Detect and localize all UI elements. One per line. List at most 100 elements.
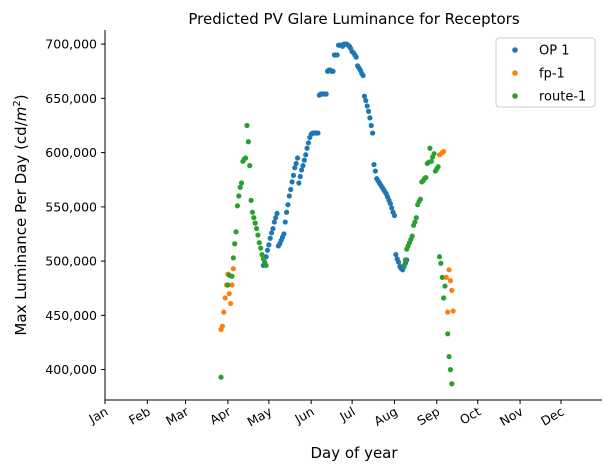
data-point: [449, 381, 455, 387]
y-axis-label-base: Max Luminance Per Day (cd/: [12, 120, 30, 335]
data-point: [393, 252, 399, 258]
legend-marker: [512, 47, 518, 53]
data-point: [360, 72, 366, 79]
data-point: [299, 167, 305, 173]
data-point: [441, 148, 447, 155]
data-point: [256, 240, 262, 246]
legend-marker: [512, 93, 518, 99]
data-point: [441, 295, 447, 301]
y-ticks: 400,000 450,000 500,000 550,000 600,000 650,0…: [45, 37, 105, 377]
y-tick-label: 700,000: [45, 37, 97, 52]
data-point: [226, 291, 232, 297]
x-tick-label: May: [244, 403, 274, 429]
x-tick-label: Mar: [163, 403, 192, 428]
data-point: [315, 130, 321, 136]
y-axis-label-exponent: 2: [12, 100, 23, 106]
data-point: [364, 103, 370, 109]
data-point: [273, 215, 279, 221]
data-point: [229, 282, 235, 288]
data-point: [255, 232, 261, 238]
data-point: [371, 161, 377, 168]
data-point: [243, 155, 249, 161]
data-point: [230, 266, 236, 272]
y-tick-label: 650,000: [45, 91, 97, 106]
data-point: [435, 164, 441, 170]
data-point: [266, 242, 272, 248]
y-tick-label: 400,000: [45, 362, 97, 377]
data-point: [274, 210, 280, 216]
data-point: [353, 54, 359, 60]
data-point: [428, 158, 434, 164]
data-point: [219, 323, 226, 329]
data-point: [245, 139, 251, 145]
data-point: [229, 273, 235, 279]
x-tick-label: Aug: [371, 404, 400, 429]
data-point: [296, 180, 302, 186]
series-fp-1: [218, 148, 456, 333]
chart-title: Predicted PV Glare Luminance for Recepto…: [188, 10, 519, 28]
data-point: [439, 274, 445, 280]
data-point: [289, 179, 295, 185]
data-point: [234, 203, 241, 209]
y-tick-label: 500,000: [45, 254, 97, 269]
data-point: [367, 115, 373, 121]
data-point: [445, 331, 451, 337]
legend-marker: [512, 70, 518, 76]
data-point: [290, 172, 297, 178]
data-point: [270, 225, 276, 232]
x-ticks: Jan Feb Mar Apr May Jun Jul Aug Sep Oct Nov Dec: [85, 400, 567, 430]
data-point: [438, 260, 444, 266]
data-point: [370, 130, 376, 136]
data-point: [249, 209, 256, 215]
data-point: [387, 201, 393, 207]
data-point: [267, 235, 273, 241]
data-point: [447, 367, 454, 373]
data-point: [228, 300, 234, 307]
data-point: [446, 353, 452, 360]
data-point: [258, 245, 264, 251]
data-point: [431, 151, 437, 157]
series-op-1: [260, 41, 410, 273]
data-point: [286, 193, 292, 199]
data-point: [417, 196, 424, 202]
data-point: [230, 255, 236, 261]
data-point: [447, 278, 454, 284]
x-tick-label: Apr: [207, 403, 234, 427]
data-point: [443, 274, 449, 280]
data-point: [247, 163, 253, 169]
y-axis-label-unit: m: [12, 107, 30, 122]
y-axis-label-close: ): [12, 94, 30, 100]
data-point: [446, 267, 452, 273]
data-point: [409, 233, 415, 239]
data-point: [222, 295, 228, 301]
legend: OP 1 fp-1 route-1: [495, 37, 596, 108]
data-point: [389, 205, 395, 211]
legend-label: OP 1: [539, 44, 569, 59]
data-point: [305, 140, 312, 146]
x-tick-label: Jan: [85, 404, 110, 427]
legend-box: [495, 37, 596, 108]
x-tick-label: Jun: [291, 404, 316, 427]
series-route-1: [218, 122, 455, 387]
data-point: [288, 186, 294, 193]
data-point: [253, 225, 260, 232]
data-point: [449, 287, 455, 294]
x-tick-label: Dec: [538, 404, 567, 429]
x-tick-label: Jul: [336, 404, 357, 425]
data-point: [334, 52, 340, 58]
data-point: [221, 309, 227, 315]
y-tick-label: 600,000: [45, 145, 97, 160]
data-point: [293, 160, 299, 167]
data-point: [365, 108, 372, 114]
data-point: [445, 309, 451, 315]
x-tick-label: Nov: [497, 403, 526, 428]
data-point: [372, 168, 378, 174]
data-point: [237, 184, 243, 190]
y-axis-label: Max Luminance Per Day (cd/m2): [12, 94, 30, 335]
data-point: [225, 282, 231, 288]
data-point: [436, 254, 443, 260]
x-axis-label: Day of year: [310, 444, 398, 462]
data-point: [294, 155, 301, 161]
data-point: [236, 193, 242, 199]
